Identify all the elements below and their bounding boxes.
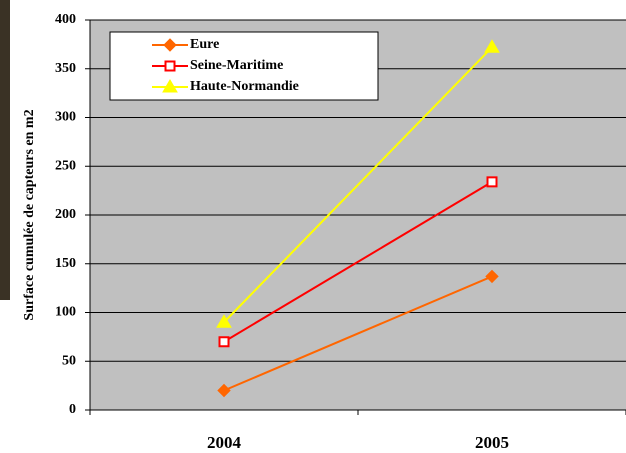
y-tick-label: 350 xyxy=(55,61,76,76)
y-tick-label: 200 xyxy=(55,207,76,222)
y-tick-label: 50 xyxy=(62,353,76,368)
marker xyxy=(220,337,229,346)
y-tick-label: 250 xyxy=(55,158,76,173)
y-tick-label: 100 xyxy=(55,305,76,320)
page: {"chart_data": {"type": "line", "y_label… xyxy=(0,0,626,453)
y-tick-label: 150 xyxy=(55,256,76,271)
legend-label: Seine-Maritime xyxy=(190,58,283,73)
marker xyxy=(488,177,497,186)
legend-label: Haute-Normandie xyxy=(190,79,299,94)
legend-marker xyxy=(166,62,175,71)
y-tick-label: 0 xyxy=(69,402,76,417)
x-tick-label: 2004 xyxy=(207,433,242,452)
legend-label: Eure xyxy=(190,37,219,52)
chart: Surface cumulée de capteurs en m2 0 50 100… xyxy=(0,0,626,453)
background-photo-fragment xyxy=(0,0,10,300)
y-axis-label: Surface cumulée de capteurs en m2 xyxy=(22,109,37,320)
y-tick-label: 300 xyxy=(55,110,76,125)
y-tick-label: 400 xyxy=(55,12,76,27)
x-tick-label: 2005 xyxy=(475,433,509,452)
